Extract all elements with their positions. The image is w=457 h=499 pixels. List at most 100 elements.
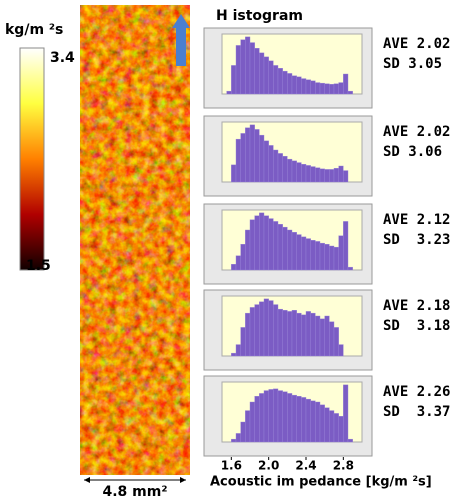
- histogram-bar: [268, 300, 274, 357]
- histogram-bar: [235, 138, 241, 183]
- histogram-bar: [268, 145, 274, 183]
- histogram-bar: [291, 310, 297, 357]
- histogram-bar: [287, 311, 293, 357]
- histogram-bar: [319, 82, 325, 95]
- histogram-bar: [338, 416, 344, 443]
- histogram-bar: [277, 224, 283, 271]
- histogram-bar: [254, 48, 260, 95]
- histogram-bar: [301, 314, 307, 357]
- histogram-bar: [319, 242, 325, 271]
- histogram-bar: [254, 215, 260, 271]
- histogram-bar: [310, 400, 316, 443]
- histogram-bar: [273, 304, 279, 357]
- histogram-bar: [301, 78, 307, 95]
- histogram-bar: [324, 407, 330, 443]
- histogram-bar: [273, 221, 279, 271]
- histogram-bar: [319, 318, 325, 357]
- histogram-bar: [235, 255, 241, 271]
- scale-label: 4.8 mm²: [103, 484, 168, 499]
- histogram-bar: [315, 167, 321, 183]
- colorbar-unit: kg/m ²s: [5, 22, 63, 38]
- histogram-bar: [263, 298, 269, 357]
- histogram-bar: [254, 396, 260, 443]
- histogram-bar: [296, 312, 302, 357]
- histogram-bar: [333, 168, 339, 183]
- histogram-bar: [282, 156, 288, 183]
- histogram-bar: [231, 264, 237, 271]
- histogram-bar: [338, 344, 344, 357]
- histogram-bar: [259, 212, 265, 271]
- histogram-bar: [333, 327, 339, 357]
- histogram-bar: [249, 124, 255, 183]
- histogram-bar: [310, 240, 316, 271]
- histogram-bar: [231, 164, 237, 183]
- histogram-bar: [268, 389, 274, 443]
- histogram-bar: [305, 238, 311, 271]
- annotation: AVE 2.02: [383, 36, 450, 52]
- histogram-bar: [315, 82, 321, 95]
- histogram-bar: [338, 165, 344, 183]
- histogram-bar: [343, 221, 349, 271]
- histogram-bar: [282, 70, 288, 95]
- x-axis-label: Acoustic im pedance [kg/m ²s]: [210, 475, 432, 490]
- annotation: SD 3.37: [383, 404, 450, 420]
- histogram-bar: [305, 79, 311, 95]
- histogram-bar: [343, 384, 349, 443]
- histogram-bar: [329, 169, 335, 183]
- histogram-bar: [231, 65, 237, 95]
- histogram-bar: [296, 396, 302, 443]
- histogram-bar: [263, 56, 269, 95]
- histogram-bar: [315, 401, 321, 443]
- colorbar-max: 3.4: [50, 50, 75, 66]
- histogram-bar: [226, 90, 232, 95]
- histogram-bar: [231, 438, 237, 443]
- histogram-bar: [254, 304, 260, 357]
- histogram-bar: [245, 127, 251, 183]
- histogram-bar: [240, 133, 246, 183]
- histogram-bar: [240, 327, 246, 357]
- histogram-bar: [235, 433, 241, 443]
- histogram-bar: [235, 344, 241, 357]
- histogram-bar: [343, 73, 349, 95]
- arrow-head: [180, 477, 186, 483]
- annotation: SD 3.18: [383, 318, 450, 334]
- histogram-bar: [273, 388, 279, 443]
- histogram-bar: [268, 218, 274, 271]
- histogram-bar: [249, 401, 255, 443]
- histogram-bar: [324, 244, 330, 271]
- histogram-bar: [291, 232, 297, 271]
- histogram-bar: [249, 307, 255, 357]
- micrograph: [80, 5, 190, 475]
- histogram-bar: [305, 398, 311, 443]
- histogram-bar: [240, 421, 246, 443]
- histogram-bar: [259, 134, 265, 183]
- histogram-bar: [347, 438, 353, 443]
- histogram-bar: [273, 149, 279, 183]
- histogram-bar: [245, 36, 251, 95]
- histogram-bar: [301, 236, 307, 271]
- histogram-bar: [347, 266, 353, 271]
- histogram-bar: [305, 311, 311, 357]
- histogram-bar: [343, 170, 349, 183]
- histogram-bar: [301, 164, 307, 183]
- annotation: AVE 2.18: [383, 298, 450, 314]
- arrow: [172, 14, 190, 66]
- histogram-bar: [277, 153, 283, 183]
- histogram-bar: [329, 84, 335, 95]
- annotation: AVE 2.02: [383, 124, 450, 140]
- histogram-bar: [296, 162, 302, 183]
- histogram-bar: [333, 83, 339, 95]
- histogram-bar: [249, 219, 255, 271]
- histogram-bar: [277, 390, 283, 443]
- histogram-bar: [324, 169, 330, 183]
- histogram-bar: [315, 315, 321, 357]
- histogram-bar: [245, 410, 251, 443]
- x-tick-label: 2.0: [258, 459, 279, 473]
- histogram-bar: [263, 390, 269, 443]
- histogram-bar: [277, 68, 283, 95]
- histogram-bar: [310, 312, 316, 357]
- histogram-bar: [245, 312, 251, 357]
- histogram-bar: [240, 39, 246, 95]
- histogram-bar: [333, 413, 339, 443]
